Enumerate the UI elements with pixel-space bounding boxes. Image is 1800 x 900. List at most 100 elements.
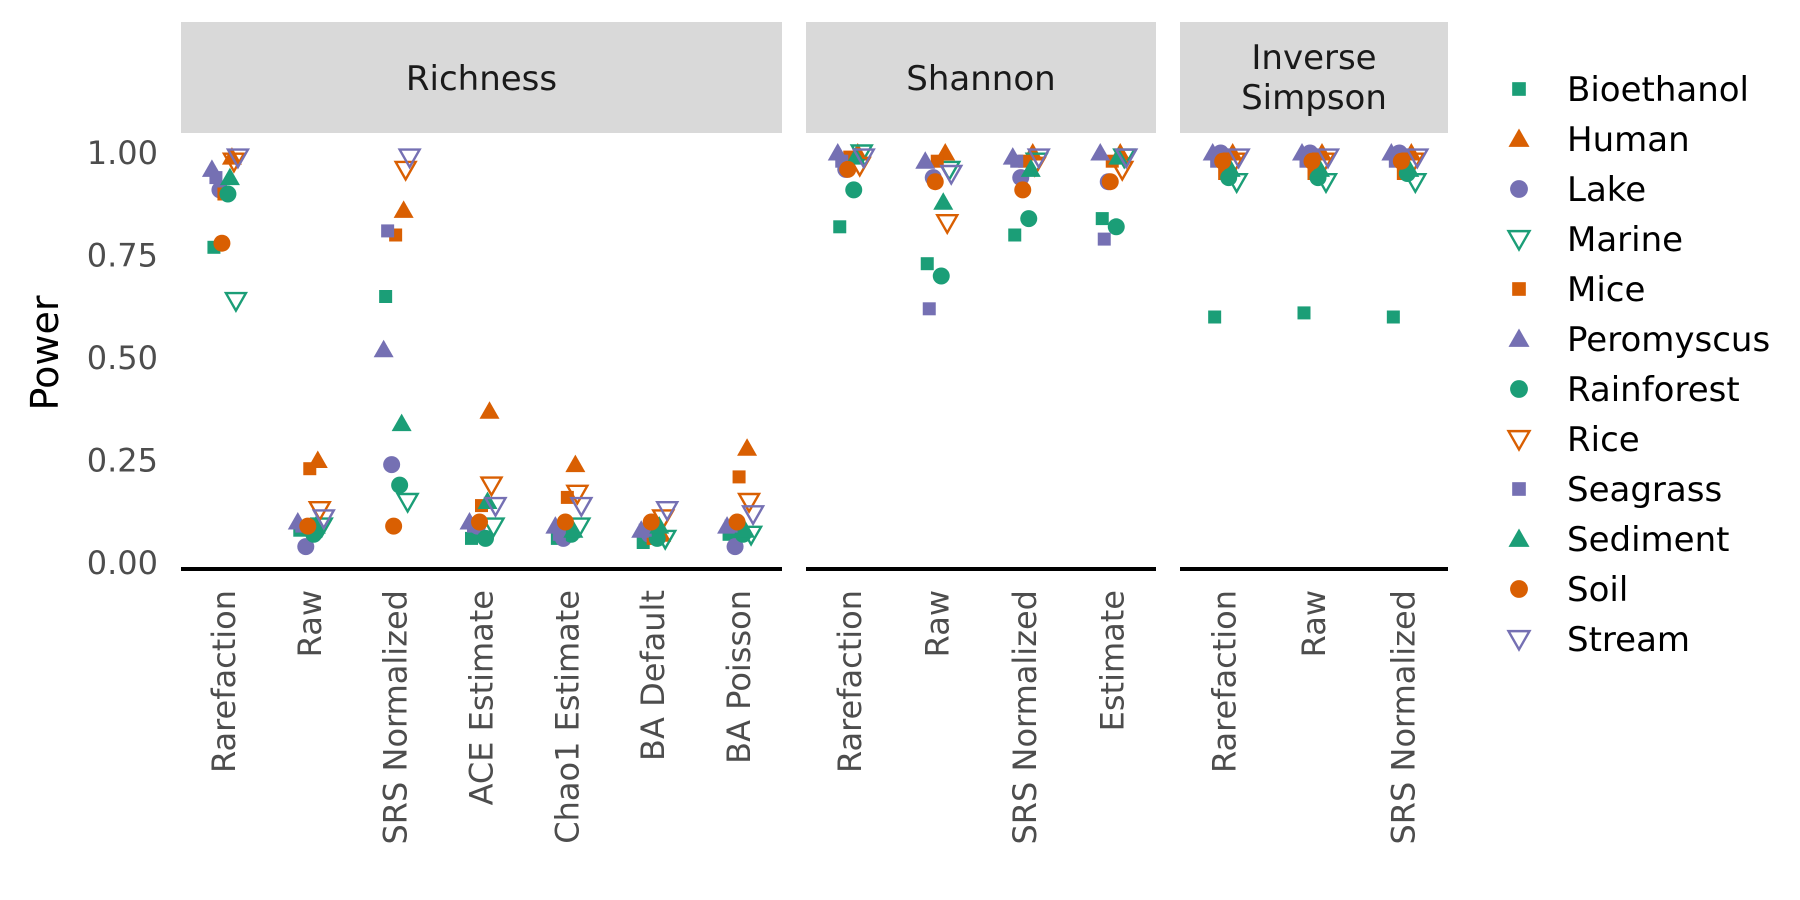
- point-peromyscus: [915, 151, 936, 169]
- point-mice: [303, 462, 317, 476]
- point-stream: [1405, 148, 1430, 170]
- point-human: [479, 401, 500, 419]
- facet-shannon: Shannon Rarefaction Raw SRS Normalized Estim…: [806, 22, 1156, 845]
- legend-label: Rice: [1567, 420, 1640, 460]
- point-soil: [642, 513, 660, 531]
- point-soil: [926, 173, 944, 191]
- point-rainforest: [648, 529, 666, 547]
- legend-label: Mice: [1567, 270, 1645, 310]
- facet-strip: [1180, 22, 1448, 133]
- point-stream: [397, 148, 422, 170]
- facet-title: Richness: [406, 59, 557, 99]
- point-rainforest: [1107, 218, 1125, 236]
- facet-strip: [181, 22, 782, 133]
- point-seagrass: [922, 302, 936, 316]
- point-rice: [393, 160, 418, 182]
- legend-item-soil: Soil: [1510, 570, 1628, 610]
- point-soil: [1014, 181, 1032, 199]
- point-rainforest: [477, 529, 494, 547]
- point-bioethanol: [1208, 310, 1222, 324]
- point-peromyscus: [373, 339, 394, 358]
- point-bioethanol: [1386, 310, 1400, 324]
- legend-key-marine: [1506, 229, 1532, 252]
- point-stream: [1315, 148, 1341, 170]
- point-soil: [1214, 152, 1232, 170]
- point-bioethanol: [920, 257, 934, 271]
- point-rice: [737, 492, 762, 514]
- facet-title: Inverse Simpson: [1241, 38, 1387, 118]
- point-stream: [225, 148, 250, 170]
- point-marine: [395, 492, 420, 514]
- point-soil: [839, 160, 857, 178]
- legend-label: Sediment: [1567, 520, 1729, 560]
- legend-label: Stream: [1567, 620, 1690, 660]
- point-stream: [311, 509, 336, 531]
- facet-title: Shannon: [906, 59, 1055, 99]
- point-bioethanol: [1297, 306, 1311, 320]
- y-axis-ticks: 0.00 0.25 0.50 0.75 1.00: [87, 134, 158, 582]
- point-rainforest: [391, 476, 409, 494]
- y-tick-label: 0.25: [87, 442, 158, 480]
- point-stream: [569, 496, 594, 519]
- legend-label: Human: [1567, 120, 1690, 160]
- y-tick-label: 0.50: [87, 339, 158, 377]
- legend-key-mice: [1512, 282, 1526, 296]
- legend-label: Lake: [1567, 170, 1646, 210]
- point-mice: [560, 490, 574, 504]
- point-human: [393, 200, 414, 218]
- y-tick-label: 1.00: [87, 134, 158, 172]
- x-tick-label: Raw: [1295, 590, 1333, 657]
- point-seagrass: [552, 527, 566, 541]
- point-soil: [556, 513, 574, 531]
- y-tick-label: 0.75: [87, 237, 158, 275]
- x-tick-label: Estimate: [1093, 590, 1131, 731]
- x-tick-label: SRS Normalized: [1384, 590, 1422, 845]
- point-stream: [741, 505, 766, 527]
- point-soil: [728, 513, 746, 531]
- legend: Bioethanol Human Lake Marine Mice Peromyscus R…: [1506, 70, 1770, 660]
- y-axis-title: Power: [23, 295, 67, 410]
- point-rice: [221, 152, 246, 174]
- point-mice: [930, 154, 944, 168]
- legend-label: Seagrass: [1567, 470, 1722, 510]
- point-lake: [297, 538, 315, 556]
- legend-item-stream: Stream: [1506, 620, 1690, 660]
- point-soil: [1101, 173, 1119, 191]
- legend-item-seagrass: Seagrass: [1512, 470, 1722, 510]
- point-sediment: [1220, 159, 1241, 177]
- x-tick-label: BA Poisson: [720, 590, 758, 764]
- point-soil: [213, 234, 231, 252]
- legend-item-marine: Marine: [1506, 220, 1683, 260]
- legend-item-mice: Mice: [1512, 270, 1645, 310]
- legend-item-rice: Rice: [1506, 420, 1640, 460]
- facet-inverse-simpson: Inverse Simpson Rarefaction Raw SRS Normaliz…: [1180, 22, 1448, 845]
- point-rainforest: [845, 181, 863, 199]
- legend-item-human: Human: [1508, 120, 1690, 160]
- point-lake: [726, 538, 744, 556]
- point-marine: [481, 517, 506, 539]
- point-rainforest: [219, 185, 237, 203]
- point-soil: [1392, 152, 1410, 170]
- legend-item-bioethanol: Bioethanol: [1512, 70, 1749, 110]
- point-bioethanol: [465, 531, 478, 545]
- x-tick-label: SRS Normalized: [377, 590, 415, 845]
- legend-key-lake: [1510, 180, 1528, 198]
- point-stream: [851, 148, 876, 170]
- point-soil: [1303, 152, 1321, 170]
- point-human: [565, 454, 586, 473]
- legend-item-peromyscus: Peromyscus: [1508, 320, 1770, 360]
- point-stream: [1026, 148, 1051, 170]
- point-stream: [483, 496, 508, 519]
- point-rice: [935, 213, 960, 236]
- point-soil: [471, 513, 488, 531]
- point-sediment: [933, 192, 954, 210]
- point-stream: [655, 501, 680, 523]
- point-peromyscus: [1090, 143, 1111, 161]
- legend-key-human: [1508, 128, 1530, 147]
- legend-label: Soil: [1567, 570, 1628, 610]
- legend-key-bioethanol: [1512, 82, 1526, 96]
- point-rainforest: [932, 267, 950, 285]
- point-bioethanol: [1095, 212, 1109, 226]
- point-mice: [732, 470, 746, 484]
